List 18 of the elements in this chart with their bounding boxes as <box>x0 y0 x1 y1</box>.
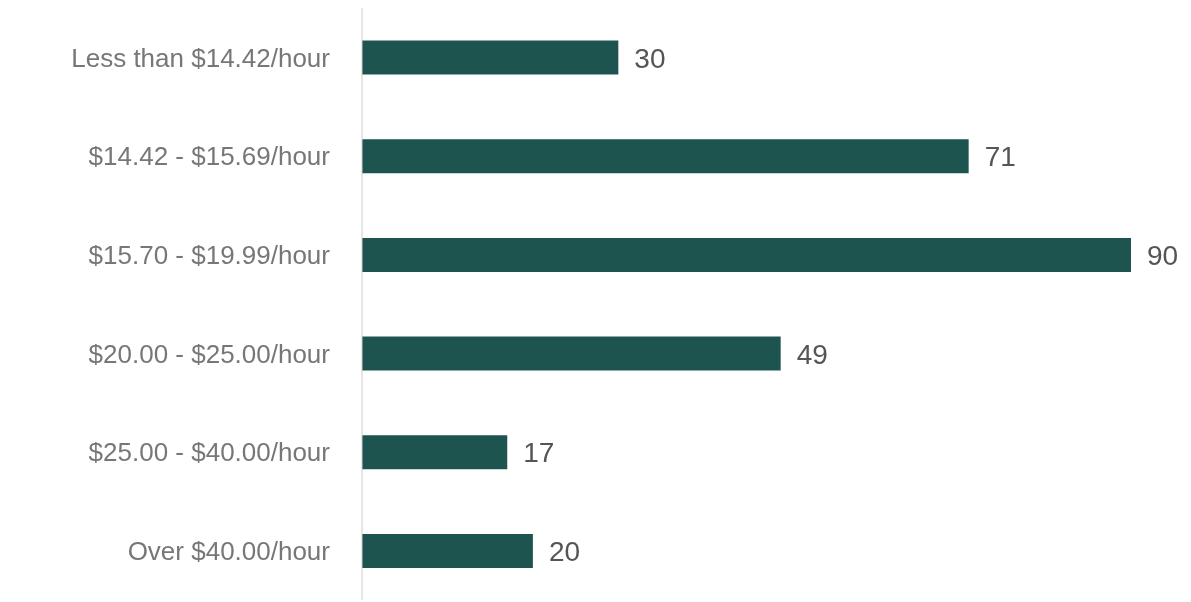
bar <box>362 40 619 75</box>
data-label: 90 <box>1147 239 1179 271</box>
data-label: 49 <box>796 338 828 370</box>
data-label: 71 <box>984 141 1016 173</box>
data-label: 30 <box>634 42 666 74</box>
y-tick-label: $14.42 - $15.69/hour <box>88 141 331 172</box>
bar <box>362 533 533 568</box>
y-tick-label: Over $40.00/hour <box>127 535 331 566</box>
y-tick-label: $20.00 - $25.00/hour <box>88 338 331 369</box>
bar <box>362 435 508 470</box>
y-tick-label: Less than $14.42/hour <box>71 42 331 73</box>
y-tick-label: $25.00 - $40.00/hour <box>88 437 331 468</box>
y-tick-label: $15.70 - $19.99/hour <box>88 239 331 270</box>
bar <box>362 237 1131 272</box>
bar <box>362 336 781 371</box>
bar <box>362 139 969 174</box>
data-label: 17 <box>523 437 555 469</box>
data-label: 20 <box>548 535 581 567</box>
